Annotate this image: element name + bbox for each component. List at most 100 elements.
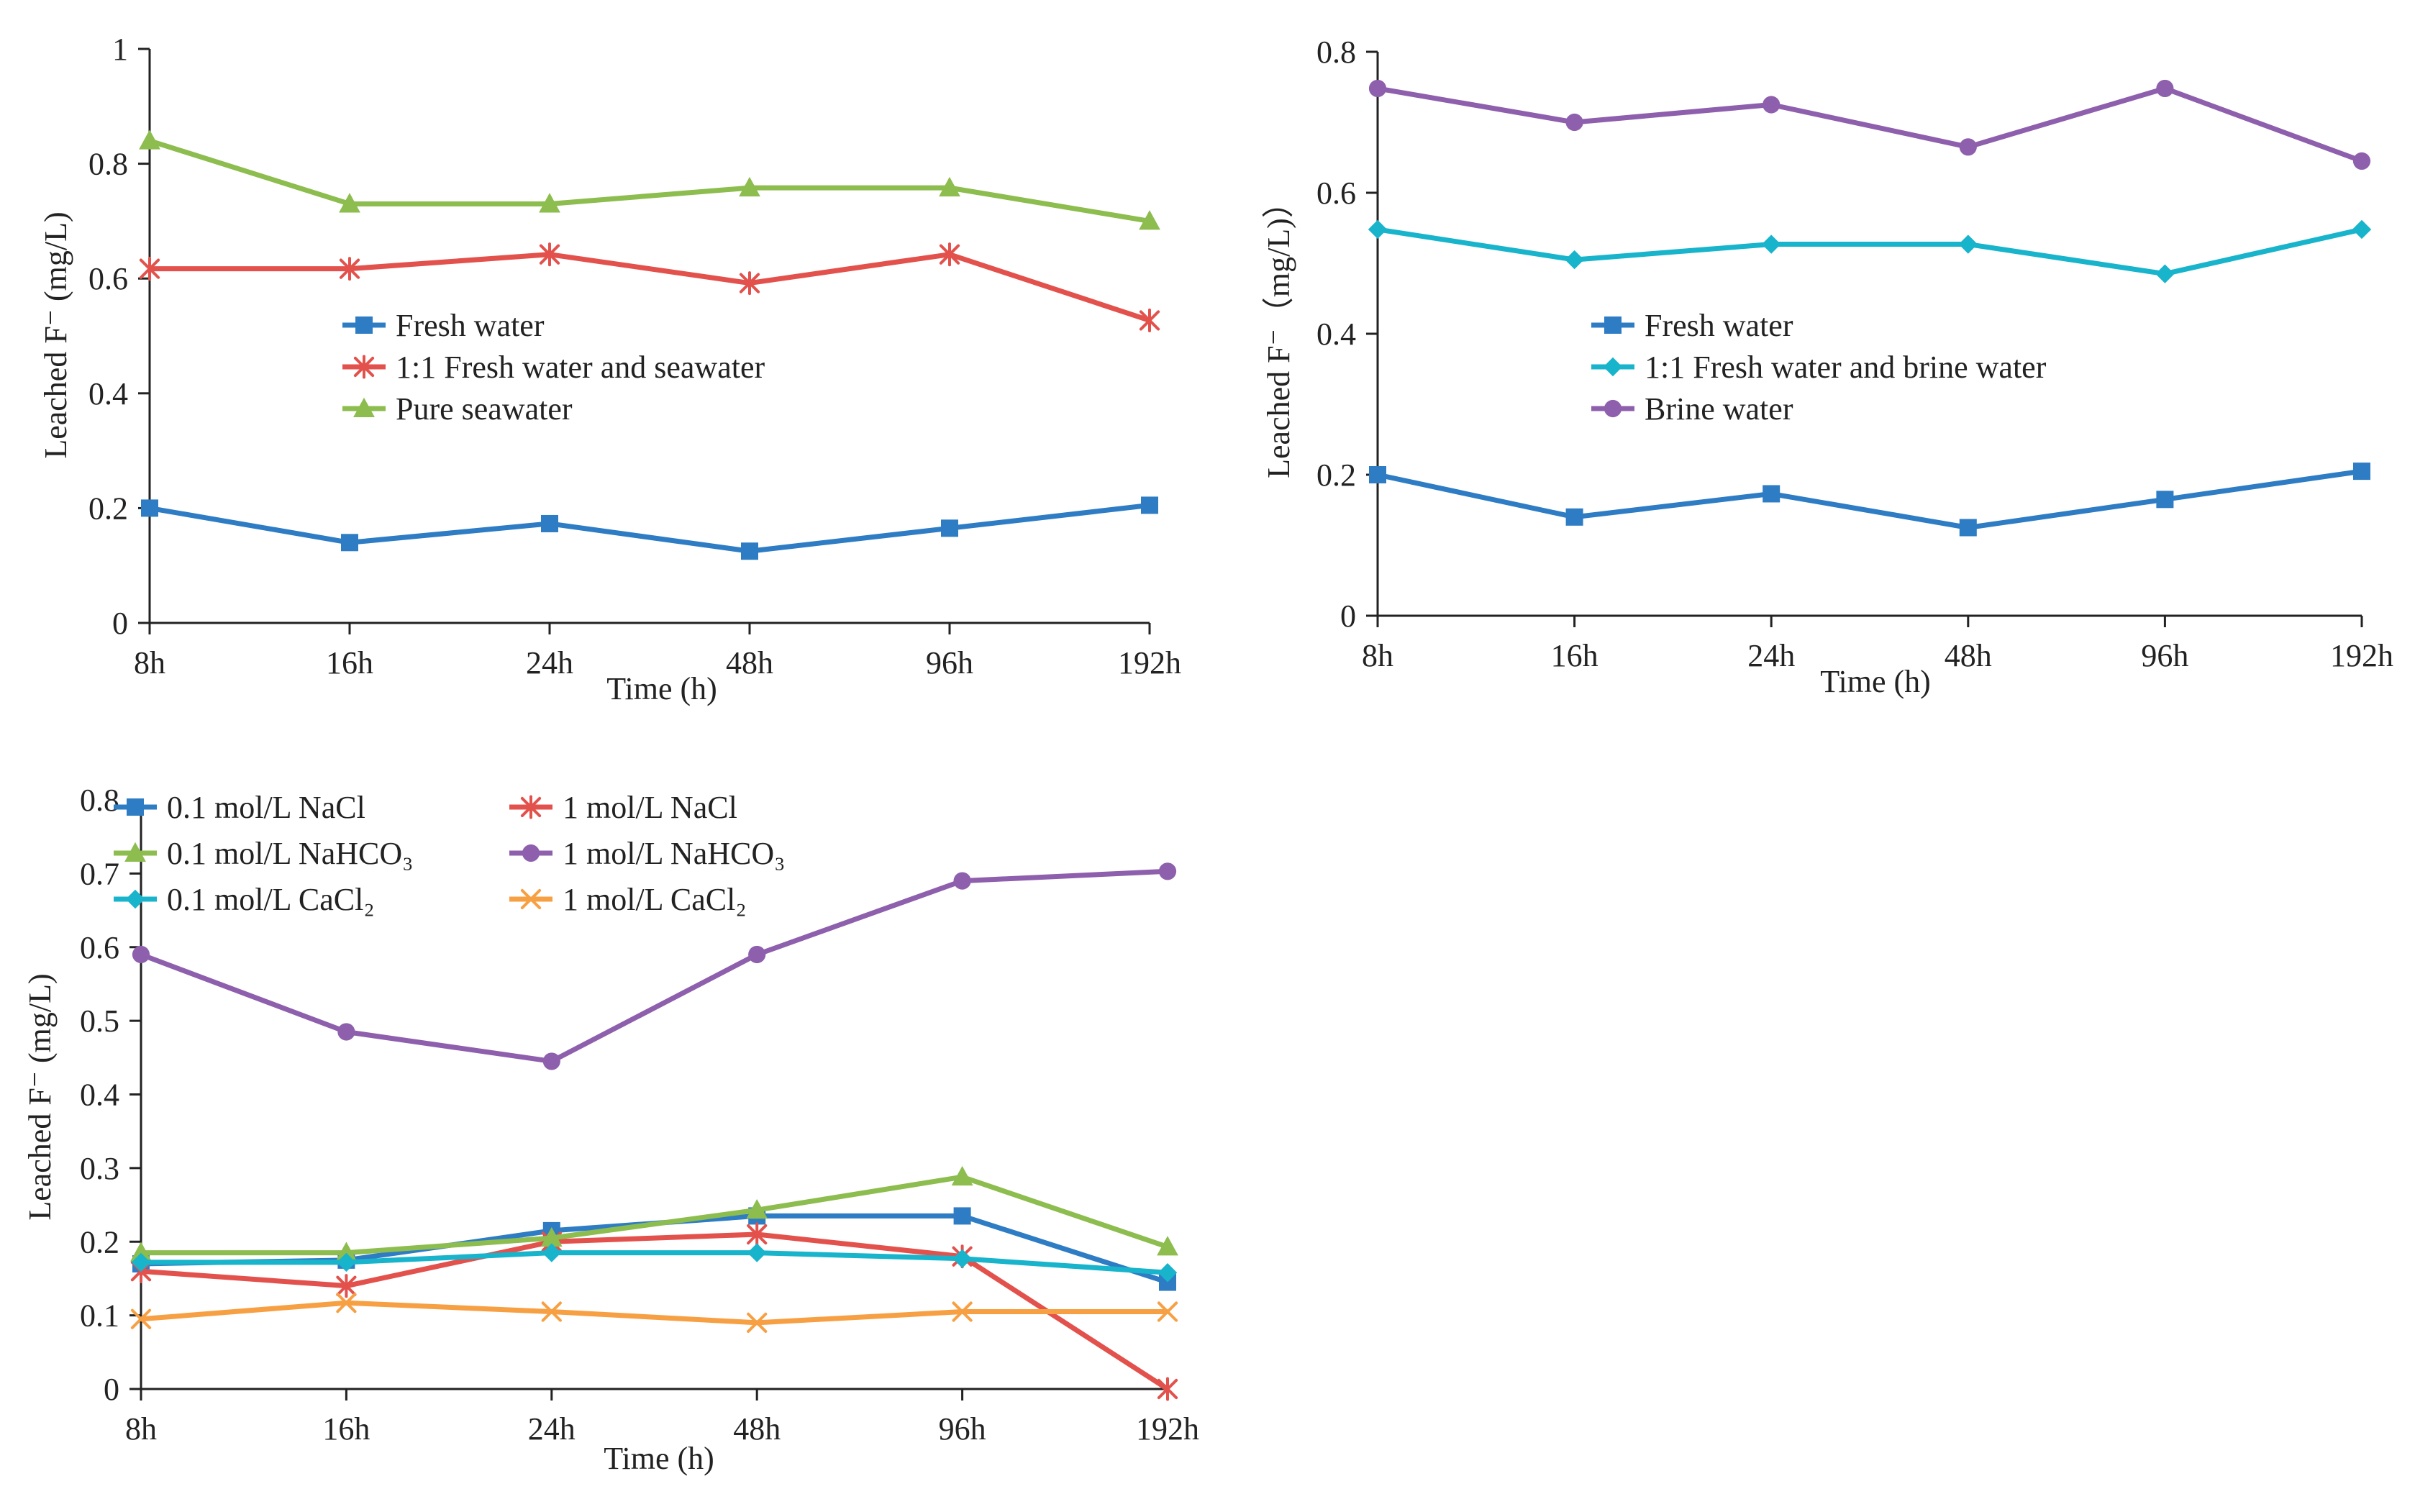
data-point: [2156, 79, 2174, 98]
data-point: [1958, 234, 1978, 254]
data-point: [2156, 491, 2174, 509]
series-line: [140, 1300, 1168, 1326]
x-tick-label: 96h: [2141, 638, 2188, 673]
data-point: [139, 257, 160, 281]
data-point: [953, 872, 971, 890]
legend-label: 1 mol/L NaHCO₃: [563, 836, 785, 871]
data-point: [746, 1198, 768, 1219]
legend-entry: Fresh water: [1591, 308, 1793, 343]
data-point: [337, 1252, 356, 1272]
data-point: [1157, 1301, 1178, 1322]
y-tick-label: 0.5: [80, 1003, 119, 1039]
series-line: [140, 868, 1168, 1064]
chart-2: 0 0.2 0.4 0.6 0.8 8h 16h 24h 48h 96h 192h Time (h) L…: [1261, 35, 2393, 699]
x-tick-label: 8h: [125, 1411, 157, 1447]
data-point: [1565, 113, 1583, 132]
chart-1: 0 0.2 0.4 0.6 0.8 1 8h 16h 24h 48h 96h 192h Time (h)…: [38, 32, 1181, 706]
data-point: [939, 176, 960, 197]
legend-marker: [1603, 357, 1623, 377]
data-point: [539, 193, 560, 213]
legend-label: 1:1 Fresh water and brine water: [1645, 350, 2047, 385]
data-point: [141, 499, 158, 517]
series-3: [130, 1165, 1178, 1262]
y-tick-label: 0: [1340, 598, 1356, 634]
x-tick-label: 8h: [134, 645, 165, 680]
series-line: [140, 1231, 1169, 1391]
series-2: [139, 242, 1160, 332]
data-point: [1157, 1236, 1178, 1256]
series-1: [1369, 463, 2370, 537]
y-tick-label: 0.8: [80, 783, 119, 818]
data-point: [1959, 519, 1977, 537]
data-point: [1763, 96, 1780, 114]
data-point: [2353, 463, 2370, 481]
x-tick-label: 192h: [1136, 1411, 1199, 1447]
series-line: [141, 1250, 1168, 1275]
data-point: [951, 1165, 973, 1186]
y-tick-label: 0: [104, 1372, 119, 1407]
x-tick-label: 16h: [1551, 638, 1598, 673]
legend-entry: 0.1 mol/L CaCl₂: [114, 882, 375, 917]
y-tick-label: 0.4: [88, 376, 128, 411]
data-point: [1139, 210, 1160, 230]
legend-marker: [127, 798, 144, 816]
x-tick-label: 192h: [1118, 645, 1181, 680]
data-point: [130, 1308, 152, 1329]
y-tick-label: 0.6: [88, 261, 128, 296]
y-tick-label: 0.7: [80, 856, 119, 891]
x-tick-label: 16h: [326, 645, 373, 680]
legend-marker: [355, 316, 373, 334]
data-point: [131, 1252, 151, 1272]
y-tick-label: 0: [112, 606, 128, 641]
series-line: [1377, 468, 2362, 530]
legend-label: 1 mol/L CaCl₂: [563, 882, 747, 917]
legend-marker: [520, 888, 542, 910]
data-point: [747, 1222, 768, 1247]
series-line: [148, 138, 1150, 224]
y-tick-label: 0.6: [80, 930, 119, 965]
data-point: [747, 1312, 768, 1333]
legend-label: 0.1 mol/L NaCl: [167, 790, 365, 825]
data-point: [741, 542, 758, 560]
data-point: [337, 1023, 355, 1041]
data-point: [739, 271, 760, 296]
x-tick-label: 48h: [726, 645, 773, 680]
chart-3: 0 0.1 0.2 0.3 0.4 0.5 0.6 0.7 0.8 8h 16h 24h 48h 96h 1…: [22, 783, 1199, 1476]
series-3: [139, 129, 1160, 230]
x-axis-label: Time (h): [1820, 664, 1931, 699]
y-axis-label: Leached F⁻ (mg/L): [22, 973, 58, 1220]
data-point: [952, 1301, 973, 1322]
data-point: [953, 1207, 971, 1225]
y-tick-label: 0.2: [1316, 457, 1356, 493]
x-axis-label: Time (h): [606, 671, 717, 706]
y-tick-label: 1: [112, 32, 128, 67]
data-point: [952, 1249, 972, 1268]
data-point: [1565, 250, 1584, 270]
legend-marker: [520, 795, 542, 819]
legend-label: Pure seawater: [396, 391, 573, 427]
data-point: [132, 945, 150, 964]
series-line: [141, 1174, 1169, 1256]
data-point: [339, 193, 360, 213]
legend-label: 1:1 Fresh water and seawater: [396, 350, 765, 385]
data-point: [1369, 466, 1386, 483]
legend-entry: 1 mol/L NaCl: [509, 790, 737, 825]
data-point: [339, 257, 360, 281]
legend-entry: 1 mol/L NaHCO₃: [509, 836, 785, 871]
y-tick-label: 0.2: [88, 491, 128, 526]
data-point: [1763, 485, 1780, 503]
legend: Fresh water 1:1 Fresh water and seawater P…: [342, 308, 765, 427]
y-tick-label: 0.4: [80, 1078, 119, 1113]
x-tick-label: 48h: [1945, 638, 1992, 673]
legend-entry: 1 mol/L CaCl₂: [509, 882, 747, 917]
data-point: [341, 534, 358, 552]
legend-label: 0.1 mol/L NaHCO₃: [167, 836, 413, 871]
x-tick-label: 16h: [322, 1411, 370, 1447]
series-6: [130, 1293, 1178, 1333]
legend-label: 1 mol/L NaCl: [563, 790, 737, 825]
legend-entry: Brine water: [1591, 391, 1793, 427]
y-tick-label: 0.8: [88, 147, 128, 182]
data-point: [2352, 152, 2371, 170]
x-tick-label: 192h: [2330, 638, 2393, 673]
x-tick-label: 8h: [1362, 638, 1393, 673]
